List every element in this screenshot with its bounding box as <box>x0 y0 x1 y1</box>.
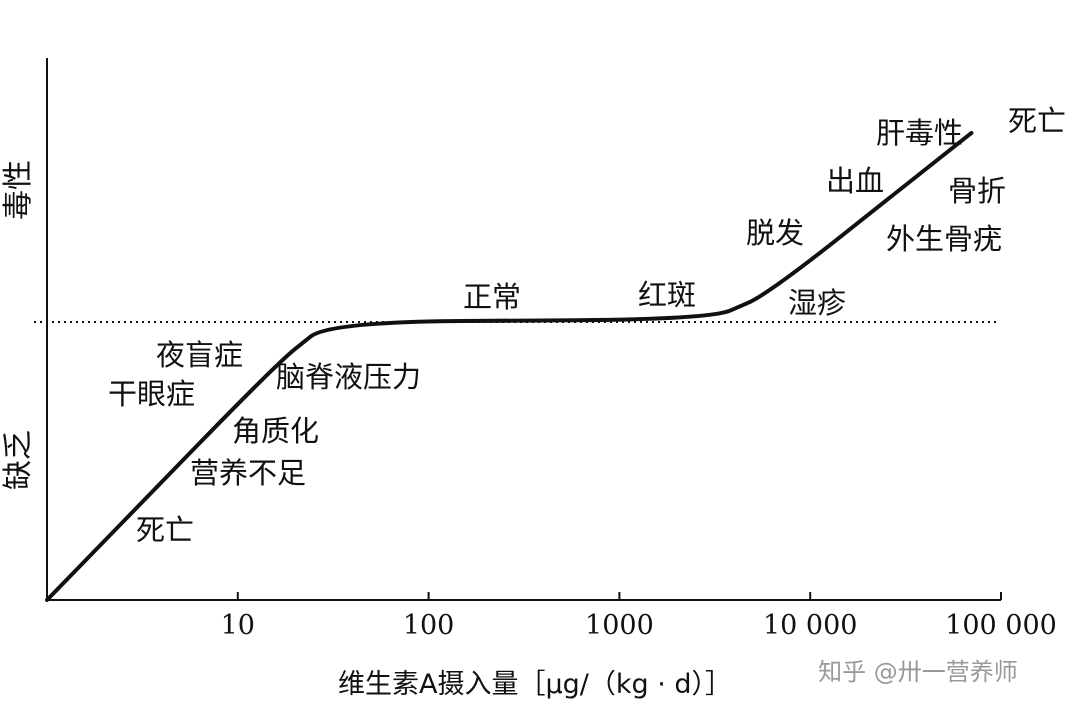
y-axis-labels: 毒性 缺乏 <box>1 160 36 490</box>
x-tick-label: 100 <box>403 610 455 641</box>
annotation-dry-eye: 干眼症 <box>108 377 195 411</box>
y-label-bottom: 缺乏 <box>1 430 36 490</box>
annotation-fracture: 骨折 <box>948 174 1006 208</box>
watermark: 知乎 @卅一营养师 <box>818 658 1018 686</box>
annotation-eczema: 湿疹 <box>788 286 846 320</box>
x-axis-title: 维生素A摄入量［μg/（kg · d）］ <box>338 669 732 700</box>
dose-response-curve <box>45 130 974 602</box>
annotation-exostosis: 外生骨疣 <box>886 222 1002 256</box>
annotation-death-toxicity: 死亡 <box>1008 104 1066 138</box>
annotation-csf-pressure: 脑脊液压力 <box>276 360 421 394</box>
annotation-keratinization: 角质化 <box>232 414 319 448</box>
x-tick-label: 100 000 <box>945 610 1057 641</box>
annotation-malnutrition: 营养不足 <box>190 456 306 490</box>
annotation-normal: 正常 <box>463 280 521 314</box>
annotation-night-blindness: 夜盲症 <box>156 338 243 372</box>
annotation-hepatotoxicity: 肝毒性 <box>876 116 963 150</box>
annotation-erythema: 红斑 <box>638 278 696 312</box>
y-label-top: 毒性 <box>1 160 36 220</box>
annotation-bleeding: 出血 <box>826 164 884 198</box>
annotation-hair-loss: 脱发 <box>746 216 804 250</box>
x-tick-label: 10 <box>221 610 255 641</box>
x-tick-label: 10 000 <box>763 610 857 641</box>
annotation-death-deficiency: 死亡 <box>136 513 194 547</box>
x-tick-label: 1000 <box>585 610 654 641</box>
x-ticks: 10 100 1000 10 000 100 000 <box>221 592 1057 641</box>
